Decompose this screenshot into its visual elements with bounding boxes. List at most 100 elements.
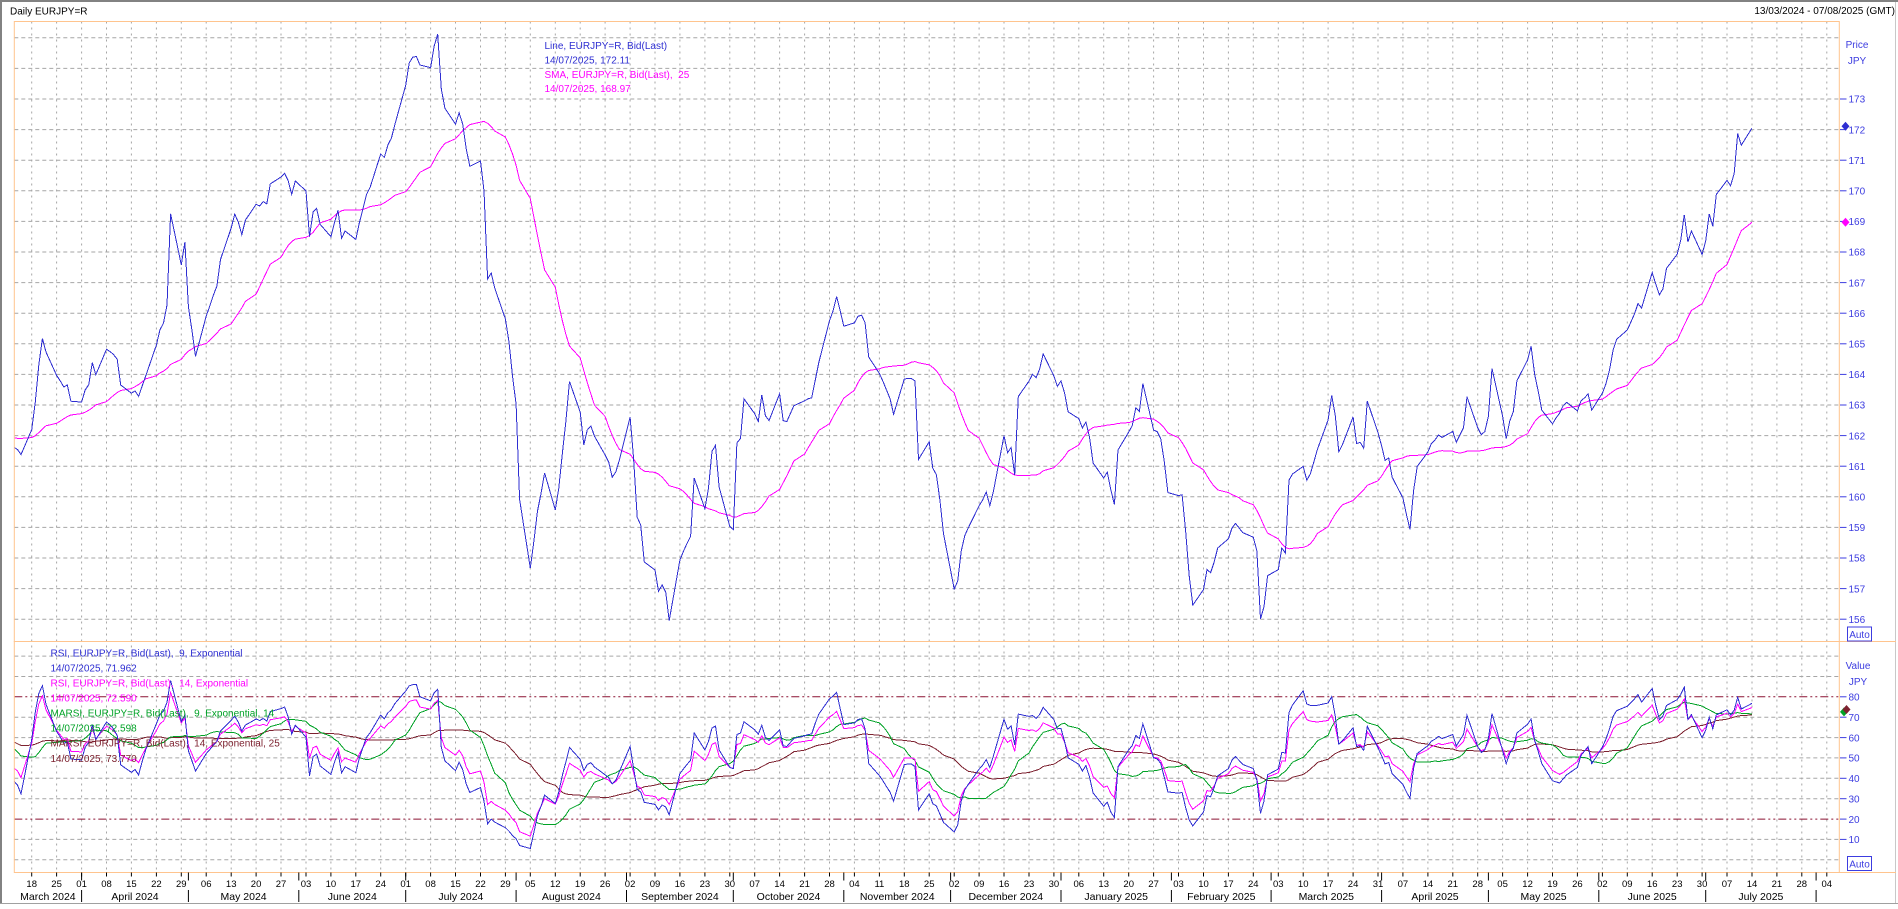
svg-text:JPY: JPY bbox=[1848, 56, 1867, 67]
svg-text:18: 18 bbox=[899, 879, 910, 890]
svg-text:24: 24 bbox=[1348, 879, 1359, 890]
svg-text:01: 01 bbox=[400, 879, 411, 890]
svg-text:September 2024: September 2024 bbox=[641, 891, 719, 903]
svg-text:14: 14 bbox=[1423, 879, 1434, 890]
svg-text:13: 13 bbox=[226, 879, 237, 890]
svg-text:166: 166 bbox=[1849, 309, 1866, 320]
svg-text:15: 15 bbox=[126, 879, 137, 890]
svg-text:02: 02 bbox=[625, 879, 636, 890]
svg-text:28: 28 bbox=[824, 879, 835, 890]
svg-text:Price: Price bbox=[1846, 40, 1869, 51]
svg-text:03: 03 bbox=[1173, 879, 1184, 890]
svg-text:13/03/2024 - 07/08/2025 (GMT): 13/03/2024 - 07/08/2025 (GMT) bbox=[1754, 6, 1895, 17]
svg-text:03: 03 bbox=[301, 879, 312, 890]
svg-text:RSI, EURJPY=R, Bid(Last), 9,: RSI, EURJPY=R, Bid(Last), 9, Exponential bbox=[51, 648, 243, 659]
svg-text:172: 172 bbox=[1849, 125, 1866, 136]
svg-text:Auto: Auto bbox=[1849, 860, 1870, 871]
svg-text:40: 40 bbox=[1849, 774, 1861, 785]
svg-text:20: 20 bbox=[1123, 879, 1134, 890]
svg-text:160: 160 bbox=[1849, 493, 1866, 504]
svg-text:December 2024: December 2024 bbox=[968, 891, 1043, 903]
svg-text:16: 16 bbox=[999, 879, 1010, 890]
svg-text:24: 24 bbox=[1248, 879, 1259, 890]
svg-text:04: 04 bbox=[849, 879, 860, 890]
svg-text:157: 157 bbox=[1849, 584, 1866, 595]
svg-text:14: 14 bbox=[1747, 879, 1758, 890]
svg-text:14/07/2025, 72.598: 14/07/2025, 72.598 bbox=[51, 724, 138, 735]
svg-text:17: 17 bbox=[1323, 879, 1334, 890]
svg-text:RSI, EURJPY=R, Bid(Last), 14,: RSI, EURJPY=R, Bid(Last), 14, Exponentia… bbox=[51, 679, 249, 690]
svg-text:March 2024: March 2024 bbox=[20, 891, 76, 903]
svg-text:27: 27 bbox=[1148, 879, 1159, 890]
svg-text:20: 20 bbox=[251, 879, 262, 890]
svg-text:13: 13 bbox=[1098, 879, 1109, 890]
svg-text:29: 29 bbox=[176, 879, 187, 890]
svg-text:169: 169 bbox=[1849, 217, 1866, 228]
svg-text:August 2024: August 2024 bbox=[542, 891, 601, 903]
svg-text:165: 165 bbox=[1849, 340, 1866, 351]
svg-text:April 2025: April 2025 bbox=[1411, 891, 1458, 903]
svg-text:02: 02 bbox=[949, 879, 960, 890]
svg-text:16: 16 bbox=[675, 879, 686, 890]
svg-text:17: 17 bbox=[351, 879, 362, 890]
svg-text:JPY: JPY bbox=[1849, 677, 1868, 688]
svg-text:July 2025: July 2025 bbox=[1738, 891, 1783, 903]
svg-text:14/07/2025, 172.11: 14/07/2025, 172.11 bbox=[545, 56, 631, 67]
svg-text:17: 17 bbox=[1223, 879, 1234, 890]
svg-text:08: 08 bbox=[425, 879, 436, 890]
svg-text:70: 70 bbox=[1849, 713, 1861, 724]
svg-text:20: 20 bbox=[1849, 815, 1861, 826]
svg-text:January 2025: January 2025 bbox=[1084, 891, 1148, 903]
svg-text:MARSI, EURJPY=R, Bid(Last), 9: MARSI, EURJPY=R, Bid(Last), 9, Exponenti… bbox=[51, 709, 275, 720]
svg-text:173: 173 bbox=[1849, 95, 1866, 106]
svg-text:Daily EURJPY=R: Daily EURJPY=R bbox=[10, 7, 88, 18]
svg-text:163: 163 bbox=[1849, 401, 1866, 412]
svg-text:07: 07 bbox=[1398, 879, 1409, 890]
svg-text:April 2024: April 2024 bbox=[111, 891, 158, 903]
svg-text:July 2024: July 2024 bbox=[438, 891, 483, 903]
svg-text:164: 164 bbox=[1849, 370, 1866, 381]
svg-text:02: 02 bbox=[1597, 879, 1608, 890]
svg-text:60: 60 bbox=[1849, 733, 1861, 744]
svg-text:28: 28 bbox=[1472, 879, 1483, 890]
svg-text:29: 29 bbox=[500, 879, 511, 890]
svg-text:10: 10 bbox=[326, 879, 337, 890]
svg-text:June 2025: June 2025 bbox=[1628, 891, 1677, 903]
svg-text:156: 156 bbox=[1849, 615, 1866, 626]
svg-text:05: 05 bbox=[1497, 879, 1508, 890]
svg-text:21: 21 bbox=[1448, 879, 1459, 890]
svg-text:28: 28 bbox=[1797, 879, 1808, 890]
svg-text:05: 05 bbox=[525, 879, 536, 890]
svg-text:SMA, EURJPY=R, Bid(Last), 25: SMA, EURJPY=R, Bid(Last), 25 bbox=[545, 70, 690, 81]
svg-text:171: 171 bbox=[1849, 156, 1866, 167]
svg-text:10: 10 bbox=[1849, 835, 1861, 846]
svg-text:Auto: Auto bbox=[1849, 630, 1870, 641]
svg-text:24: 24 bbox=[375, 879, 386, 890]
svg-text:10: 10 bbox=[1198, 879, 1209, 890]
svg-text:167: 167 bbox=[1849, 278, 1866, 289]
svg-text:23: 23 bbox=[700, 879, 711, 890]
svg-text:168: 168 bbox=[1849, 248, 1866, 259]
svg-text:16: 16 bbox=[1647, 879, 1658, 890]
svg-text:14/07/2025, 71.962: 14/07/2025, 71.962 bbox=[51, 663, 138, 674]
svg-text:25: 25 bbox=[51, 879, 62, 890]
svg-text:06: 06 bbox=[1074, 879, 1085, 890]
svg-text:25: 25 bbox=[924, 879, 935, 890]
svg-text:22: 22 bbox=[475, 879, 486, 890]
svg-text:08: 08 bbox=[101, 879, 112, 890]
svg-text:161: 161 bbox=[1849, 462, 1866, 473]
svg-text:159: 159 bbox=[1849, 523, 1866, 534]
svg-text:19: 19 bbox=[1547, 879, 1558, 890]
svg-text:November 2024: November 2024 bbox=[860, 891, 935, 903]
svg-text:09: 09 bbox=[974, 879, 985, 890]
svg-text:21: 21 bbox=[1772, 879, 1783, 890]
svg-text:170: 170 bbox=[1849, 187, 1866, 198]
svg-text:158: 158 bbox=[1849, 554, 1866, 565]
svg-text:12: 12 bbox=[550, 879, 561, 890]
svg-text:14: 14 bbox=[774, 879, 785, 890]
svg-text:30: 30 bbox=[1697, 879, 1708, 890]
svg-text:31: 31 bbox=[1373, 879, 1384, 890]
svg-text:February 2025: February 2025 bbox=[1187, 891, 1255, 903]
svg-text:03: 03 bbox=[1273, 879, 1284, 890]
svg-text:07: 07 bbox=[1722, 879, 1733, 890]
